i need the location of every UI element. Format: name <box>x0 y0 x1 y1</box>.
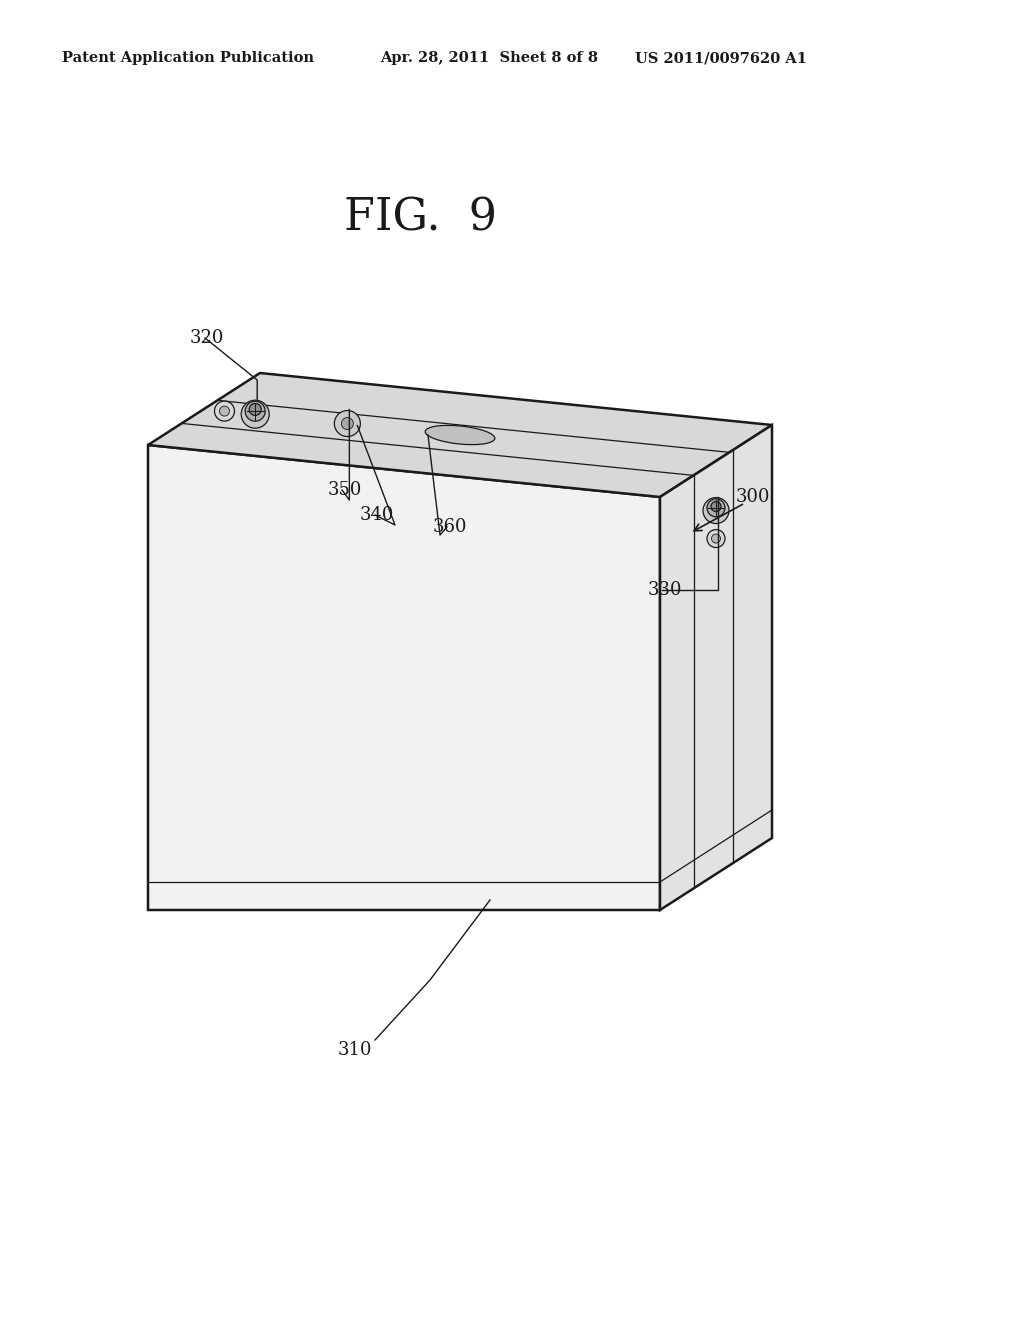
Text: Patent Application Publication: Patent Application Publication <box>62 51 314 65</box>
Circle shape <box>703 498 729 524</box>
Circle shape <box>707 529 725 548</box>
Text: 340: 340 <box>360 506 394 524</box>
Text: 350: 350 <box>328 480 362 499</box>
Text: 310: 310 <box>338 1041 373 1059</box>
Circle shape <box>219 407 229 416</box>
Circle shape <box>245 401 265 421</box>
Circle shape <box>214 401 234 421</box>
Text: 320: 320 <box>190 329 224 347</box>
Polygon shape <box>148 374 772 498</box>
Circle shape <box>711 502 721 512</box>
Text: 300: 300 <box>736 488 770 506</box>
Text: FIG.  9: FIG. 9 <box>343 197 497 240</box>
Circle shape <box>712 535 721 543</box>
Polygon shape <box>148 445 660 909</box>
Text: Apr. 28, 2011  Sheet 8 of 8: Apr. 28, 2011 Sheet 8 of 8 <box>380 51 598 65</box>
Circle shape <box>707 499 725 517</box>
Ellipse shape <box>425 425 495 445</box>
Text: 330: 330 <box>648 581 683 599</box>
Text: 360: 360 <box>433 517 468 536</box>
Circle shape <box>249 404 261 416</box>
Circle shape <box>341 417 353 429</box>
Polygon shape <box>660 425 772 909</box>
Circle shape <box>242 400 269 428</box>
Text: US 2011/0097620 A1: US 2011/0097620 A1 <box>635 51 807 65</box>
Circle shape <box>335 411 360 437</box>
